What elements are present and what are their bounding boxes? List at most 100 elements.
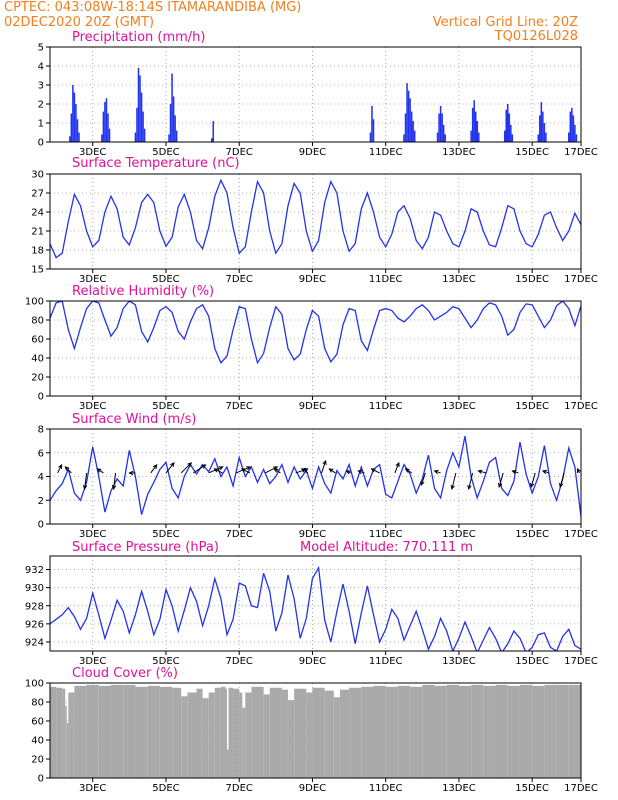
wind-arrowhead [64, 466, 70, 471]
y-tick-label: 0 [38, 392, 44, 403]
cloud-bar [544, 684, 557, 778]
precip-bar [470, 130, 472, 142]
wind-arrow [165, 462, 175, 474]
temperature-line [50, 178, 581, 259]
precip-bar [537, 134, 540, 142]
precip-bar [210, 138, 213, 142]
wind-arrow [478, 470, 487, 474]
precip-bar [171, 73, 173, 142]
x-tick-label: 17DEC [564, 147, 598, 158]
precip-bar [102, 111, 105, 142]
cloud-bar [458, 685, 472, 778]
wind-arrowhead [559, 482, 564, 489]
x-tick-label: 17DEC [564, 529, 598, 540]
wind-arrowhead [477, 469, 483, 474]
precip-bar [371, 105, 373, 142]
precip-bar [569, 111, 572, 142]
precip-bar [174, 115, 176, 142]
y-tick-label: 60 [31, 335, 44, 346]
cloud-bar [50, 686, 57, 778]
precip-bar [140, 92, 143, 142]
cloud-bar [349, 687, 362, 778]
precip-bar [545, 132, 547, 142]
cloud-bar [556, 684, 569, 778]
cloud-bar [196, 688, 203, 778]
panel-title-precipitation: Precipitation (mm/h) [72, 30, 205, 45]
cloud-bar [172, 687, 182, 778]
x-tick-label: 9DEC [299, 147, 326, 158]
x-tick-label: 11DEC [369, 401, 403, 412]
precip-bar [175, 130, 178, 142]
y-tick-label: 4 [38, 472, 44, 483]
y-tick-label: 0 [38, 138, 44, 149]
x-tick-label: 15DEC [515, 783, 549, 794]
cloud-bar [214, 687, 221, 778]
cloud-bar [483, 685, 496, 778]
precip-bar [471, 107, 474, 142]
wind-arrowhead [576, 467, 581, 473]
wind-arrowhead [541, 469, 547, 475]
precip-bar [72, 85, 74, 142]
cloud-bar [422, 684, 435, 778]
precip-bar [510, 124, 512, 142]
precip-bar [511, 134, 514, 142]
wind-arrow [84, 472, 88, 489]
wind-arrow [65, 466, 72, 474]
y-tick-label: 80 [31, 316, 44, 327]
wind-arrowhead [96, 468, 102, 473]
wind-arrowhead [82, 484, 88, 491]
precip-bar [142, 111, 144, 142]
y-tick-label: 24 [31, 208, 44, 219]
cloud-bar [519, 684, 533, 778]
panel-precipitation: 0 1 2 3 4 5 3DEC 5DEC 7DEC 9DEC 11DEC 13DEC 15DEC 17D… [38, 30, 598, 158]
cloud-bar [65, 705, 67, 778]
precip-bar [169, 104, 172, 142]
wind-arrow [301, 468, 309, 474]
x-tick-label: 5DEC [152, 401, 179, 412]
precip-bar [413, 130, 416, 142]
precip-bar [107, 113, 109, 142]
precip-bar [442, 124, 445, 142]
panel-title-cloud-cover: Cloud Cover (%) [72, 666, 178, 681]
wind-arrowhead [246, 466, 252, 471]
precip-bar [143, 128, 146, 142]
plot-area [50, 684, 581, 778]
x-tick-label: 7DEC [226, 401, 253, 412]
plot-area [50, 178, 581, 259]
wind-arrow [420, 472, 426, 486]
wind-arrowhead [303, 467, 309, 473]
plot-area [50, 301, 581, 365]
y-tick-label: 20 [31, 373, 44, 384]
y-tick-label: 18 [31, 246, 44, 257]
x-tick-label: 15DEC [515, 147, 549, 158]
cloud-bar [208, 692, 215, 778]
y-tick-label: 0 [38, 774, 44, 785]
cloud-bar [281, 689, 289, 778]
precip-bar [438, 113, 440, 142]
x-tick-label: 11DEC [369, 274, 403, 285]
wind-arrowhead [170, 462, 175, 467]
precip-bar [574, 124, 576, 142]
wind-arrow [264, 466, 278, 474]
precip-bar [506, 104, 509, 142]
precip-bar [508, 113, 511, 142]
x-tick-label: 15DEC [515, 529, 549, 540]
wind-arrow [321, 460, 327, 474]
cloud-bar [263, 694, 270, 778]
y-tick-label: 926 [25, 619, 44, 630]
wind-arrowhead [273, 468, 279, 473]
y-tick-label: 2 [38, 100, 44, 111]
cloud-bar [66, 722, 69, 778]
precip-bar [105, 98, 108, 142]
y-tick-label: 6 [38, 448, 44, 459]
cloud-bar [220, 686, 226, 778]
cloud-bar [187, 692, 197, 778]
precip-bar [372, 119, 375, 142]
wind-arrowhead [370, 468, 376, 473]
wind-arrow [274, 468, 281, 474]
x-tick-label: 11DEC [369, 147, 403, 158]
precip-bar [212, 121, 215, 142]
precip-bar [101, 134, 103, 142]
cloud-bar [239, 692, 243, 778]
precip-bar [407, 90, 410, 142]
